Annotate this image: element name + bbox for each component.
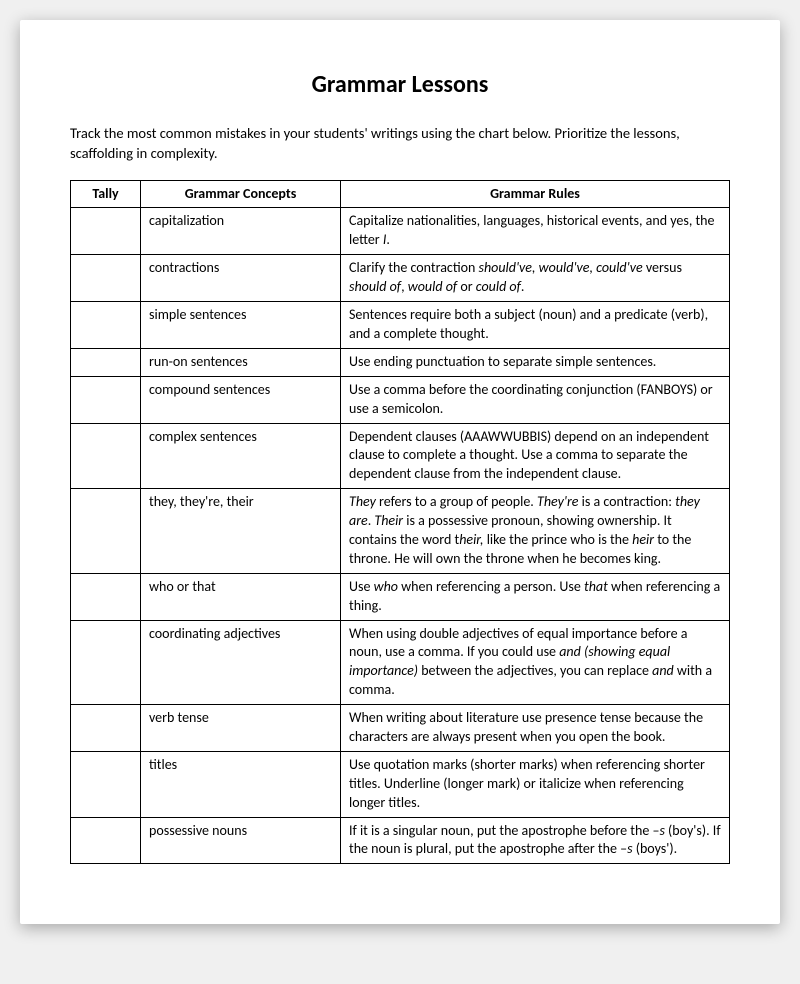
- tally-cell: [71, 489, 141, 574]
- header-concepts: Grammar Concepts: [141, 180, 341, 208]
- tally-cell: [71, 620, 141, 705]
- rule-cell: If it is a singular noun, put the apostr…: [341, 817, 730, 864]
- tally-cell: [71, 302, 141, 349]
- concept-cell: verb tense: [141, 705, 341, 752]
- table-row: verb tenseWhen writing about literature …: [71, 705, 730, 752]
- grammar-table: Tally Grammar Concepts Grammar Rules cap…: [70, 180, 730, 865]
- table-body: capitalizationCapitalize nationalities, …: [71, 208, 730, 864]
- header-rules: Grammar Rules: [341, 180, 730, 208]
- table-header-row: Tally Grammar Concepts Grammar Rules: [71, 180, 730, 208]
- table-row: complex sentencesDependent clauses (AAAW…: [71, 423, 730, 489]
- tally-cell: [71, 573, 141, 620]
- rule-cell: Sentences require both a subject (noun) …: [341, 302, 730, 349]
- tally-cell: [71, 817, 141, 864]
- table-row: coordinating adjectivesWhen using double…: [71, 620, 730, 705]
- concept-cell: possessive nouns: [141, 817, 341, 864]
- page-title: Grammar Lessons: [70, 70, 730, 99]
- concept-cell: contractions: [141, 255, 341, 302]
- header-tally: Tally: [71, 180, 141, 208]
- tally-cell: [71, 423, 141, 489]
- concept-cell: who or that: [141, 573, 341, 620]
- tally-cell: [71, 376, 141, 423]
- table-row: capitalizationCapitalize nationalities, …: [71, 208, 730, 255]
- concept-cell: they, they're, their: [141, 489, 341, 574]
- concept-cell: simple sentences: [141, 302, 341, 349]
- document-page: Grammar Lessons Track the most common mi…: [20, 20, 780, 924]
- concept-cell: compound sentences: [141, 376, 341, 423]
- table-row: compound sentencesUse a comma before the…: [71, 376, 730, 423]
- table-row: who or thatUse who when referencing a pe…: [71, 573, 730, 620]
- rule-cell: When writing about literature use presen…: [341, 705, 730, 752]
- tally-cell: [71, 255, 141, 302]
- table-row: contractionsClarify the contraction shou…: [71, 255, 730, 302]
- table-row: they, they're, theirThey refers to a gro…: [71, 489, 730, 574]
- rule-cell: Clarify the contraction should've, would…: [341, 255, 730, 302]
- concept-cell: capitalization: [141, 208, 341, 255]
- table-row: run-on sentencesUse ending punctuation t…: [71, 348, 730, 376]
- concept-cell: run-on sentences: [141, 348, 341, 376]
- rule-cell: Use a comma before the coordinating conj…: [341, 376, 730, 423]
- tally-cell: [71, 348, 141, 376]
- rule-cell: Use who when referencing a person. Use t…: [341, 573, 730, 620]
- table-row: titlesUse quotation marks (shorter marks…: [71, 751, 730, 817]
- table-row: simple sentencesSentences require both a…: [71, 302, 730, 349]
- concept-cell: complex sentences: [141, 423, 341, 489]
- rule-cell: Use ending punctuation to separate simpl…: [341, 348, 730, 376]
- tally-cell: [71, 751, 141, 817]
- rule-cell: Use quotation marks (shorter marks) when…: [341, 751, 730, 817]
- rule-cell: When using double adjectives of equal im…: [341, 620, 730, 705]
- tally-cell: [71, 705, 141, 752]
- rule-cell: Capitalize nationalities, languages, his…: [341, 208, 730, 255]
- concept-cell: coordinating adjectives: [141, 620, 341, 705]
- rule-cell: They refers to a group of people. They'r…: [341, 489, 730, 574]
- rule-cell: Dependent clauses (AAAWWUBBIS) depend on…: [341, 423, 730, 489]
- table-row: possessive nounsIf it is a singular noun…: [71, 817, 730, 864]
- concept-cell: titles: [141, 751, 341, 817]
- tally-cell: [71, 208, 141, 255]
- intro-paragraph: Track the most common mistakes in your s…: [70, 123, 730, 164]
